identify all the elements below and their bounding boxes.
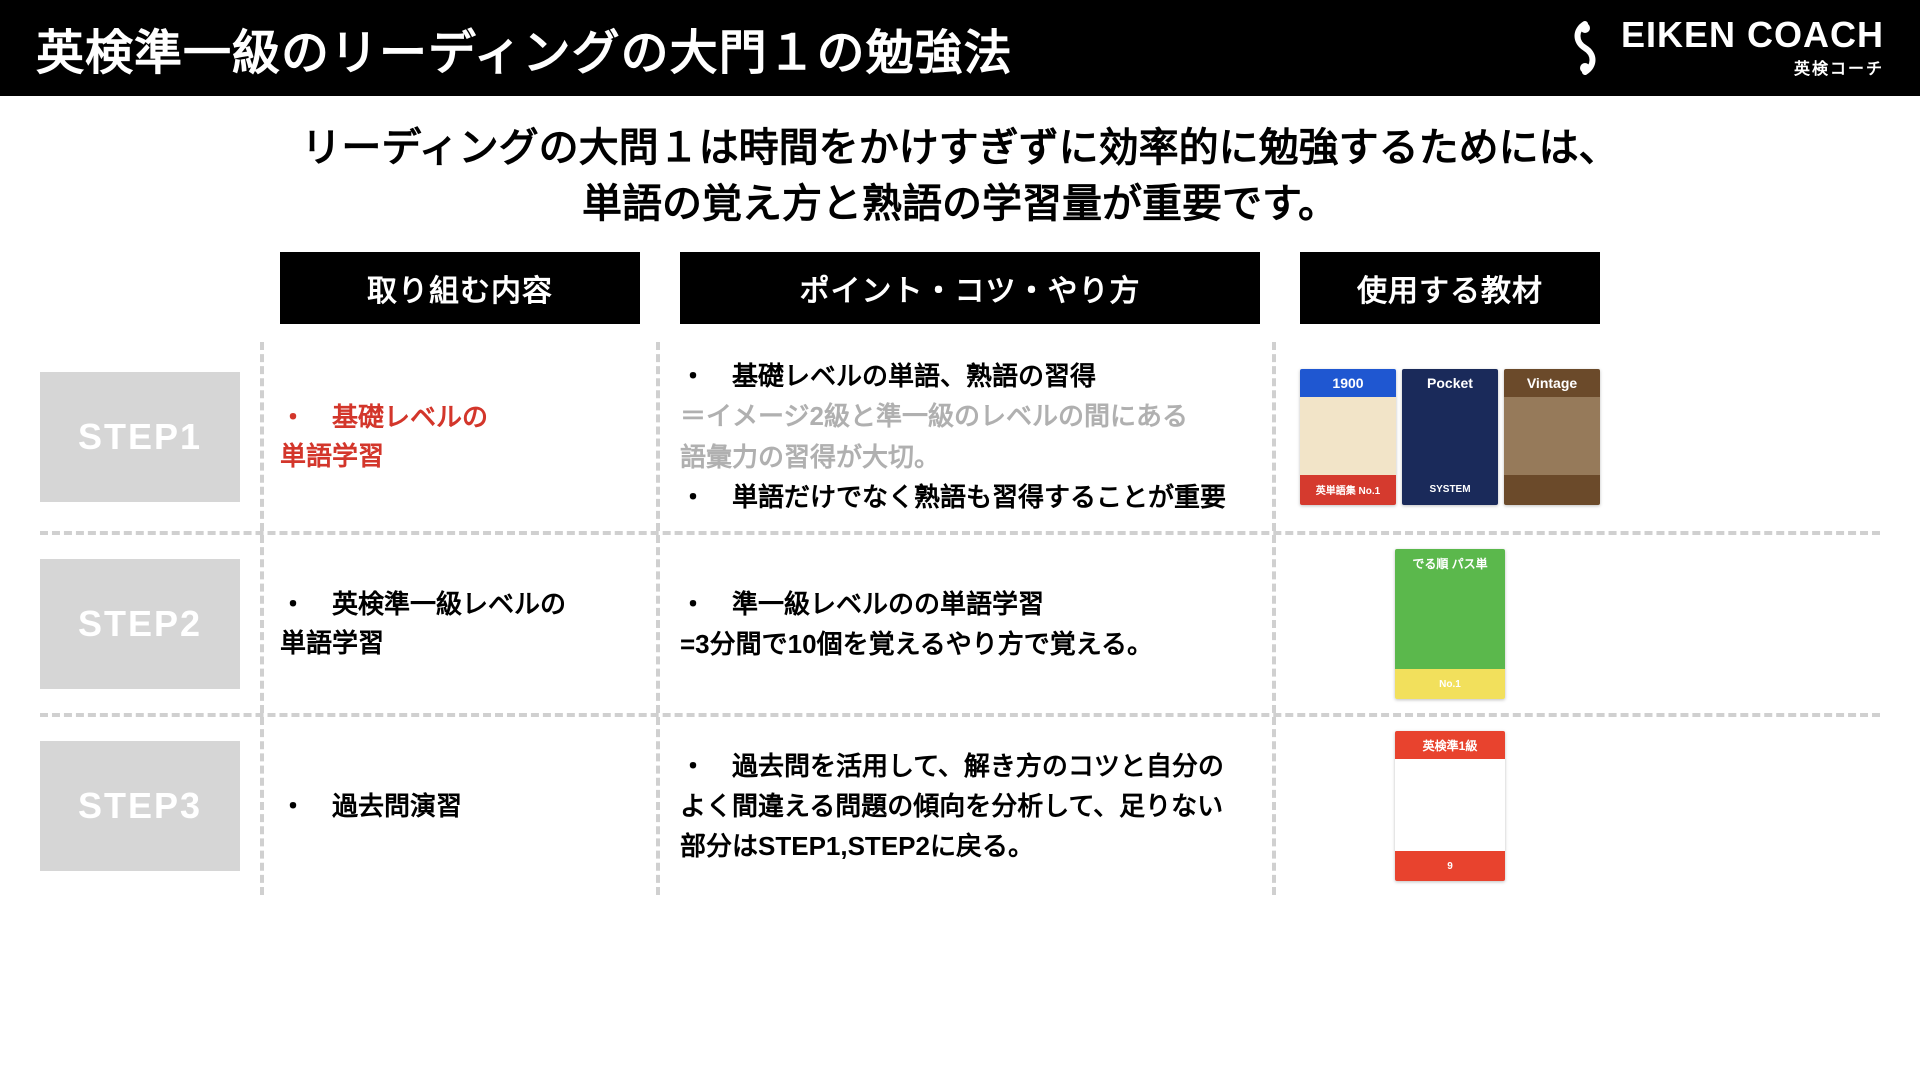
step-row: STEP1・ 基礎レベルの単語学習・ 基礎レベルの単語、熟語の習得＝イメージ2級… bbox=[40, 342, 1880, 535]
step-content: ・ 過去問演習 bbox=[280, 787, 640, 826]
brand-text: EIKEN COACH 英検コーチ bbox=[1621, 17, 1884, 79]
step-content: ・ 英検準一級レベルの単語学習 bbox=[280, 585, 640, 663]
content-line: ・ 過去問演習 bbox=[280, 787, 640, 826]
points-line: 語彙力の習得が大切。 bbox=[680, 437, 1260, 477]
book: Vintage bbox=[1504, 369, 1600, 505]
header: 英検準一級のリーディングの大門１の勉強法 EIKEN COACH 英検コーチ bbox=[0, 0, 1920, 96]
book: PocketSYSTEM bbox=[1402, 369, 1498, 505]
points-line: ・ 基礎レベルの単語、熟語の習得 bbox=[680, 356, 1260, 396]
brand: EIKEN COACH 英検コーチ bbox=[1561, 17, 1884, 79]
page-title: 英検準一級のリーディングの大門１の勉強法 bbox=[36, 13, 1013, 83]
points-line: ・ 単語だけでなく熟語も習得することが重要 bbox=[680, 477, 1260, 517]
step-books: 1900英単語集 No.1PocketSYSTEMVintage bbox=[1300, 369, 1600, 505]
content-line: ・ 英検準一級レベルの bbox=[280, 585, 640, 624]
step-points: ・ 過去問を活用して、解き方のコツと自分のよく間違える問題の傾向を分析して、足り… bbox=[680, 746, 1260, 867]
subtitle: リーディングの大問１は時間をかけすぎずに効率的に勉強するためには、 単語の覚え方… bbox=[0, 120, 1920, 232]
book: でる順 パス単No.1 bbox=[1395, 549, 1505, 699]
points-line: =3分間で10個を覚えるやり方で覚える。 bbox=[680, 624, 1260, 664]
step-label: STEP2 bbox=[40, 559, 240, 689]
brand-main: EIKEN COACH bbox=[1621, 17, 1884, 53]
points-line: ＝イメージ2級と準一級のレベルの間にある bbox=[680, 396, 1260, 436]
step-rows: STEP1・ 基礎レベルの単語学習・ 基礎レベルの単語、熟語の習得＝イメージ2級… bbox=[0, 342, 1920, 895]
step-points: ・ 準一級レベルのの単語学習=3分間で10個を覚えるやり方で覚える。 bbox=[680, 584, 1260, 665]
column-headers: 取り組む内容 ポイント・コツ・やり方 使用する教材 bbox=[0, 252, 1920, 342]
col-header-materials: 使用する教材 bbox=[1300, 252, 1600, 324]
content-line: ・ 基礎レベルの bbox=[280, 398, 640, 437]
brand-logo-icon bbox=[1561, 20, 1609, 76]
book: 英検準1級 9 bbox=[1395, 731, 1505, 881]
content-line: 単語学習 bbox=[280, 624, 640, 663]
content-line: 単語学習 bbox=[280, 437, 640, 476]
points-line: 部分はSTEP1,STEP2に戻る。 bbox=[680, 826, 1260, 866]
subtitle-line1: リーディングの大問１は時間をかけすぎずに効率的に勉強するためには、 bbox=[0, 120, 1920, 176]
brand-sub: 英検コーチ bbox=[1794, 55, 1884, 79]
step-row: STEP2・ 英検準一級レベルの単語学習・ 準一級レベルのの単語学習=3分間で1… bbox=[40, 535, 1880, 717]
subtitle-line2: 単語の覚え方と熟語の学習量が重要です。 bbox=[0, 176, 1920, 232]
step-books: 英検準1級 9 bbox=[1300, 731, 1600, 881]
col-header-points: ポイント・コツ・やり方 bbox=[680, 252, 1260, 324]
step-label: STEP3 bbox=[40, 741, 240, 871]
points-line: ・ 過去問を活用して、解き方のコツと自分の bbox=[680, 746, 1260, 786]
points-line: ・ 準一級レベルのの単語学習 bbox=[680, 584, 1260, 624]
step-books: でる順 パス単No.1 bbox=[1300, 549, 1600, 699]
step-content: ・ 基礎レベルの単語学習 bbox=[280, 398, 640, 476]
points-line: よく間違える問題の傾向を分析して、足りない bbox=[680, 786, 1260, 826]
book: 1900英単語集 No.1 bbox=[1300, 369, 1396, 505]
step-row: STEP3 ・ 過去問演習 ・ 過去問を活用して、解き方のコツと自分のよく間違える問… bbox=[40, 717, 1880, 895]
step-points: ・ 基礎レベルの単語、熟語の習得＝イメージ2級と準一級のレベルの間にある語彙力の… bbox=[680, 356, 1260, 517]
col-header-content: 取り組む内容 bbox=[280, 252, 640, 324]
step-label: STEP1 bbox=[40, 372, 240, 502]
